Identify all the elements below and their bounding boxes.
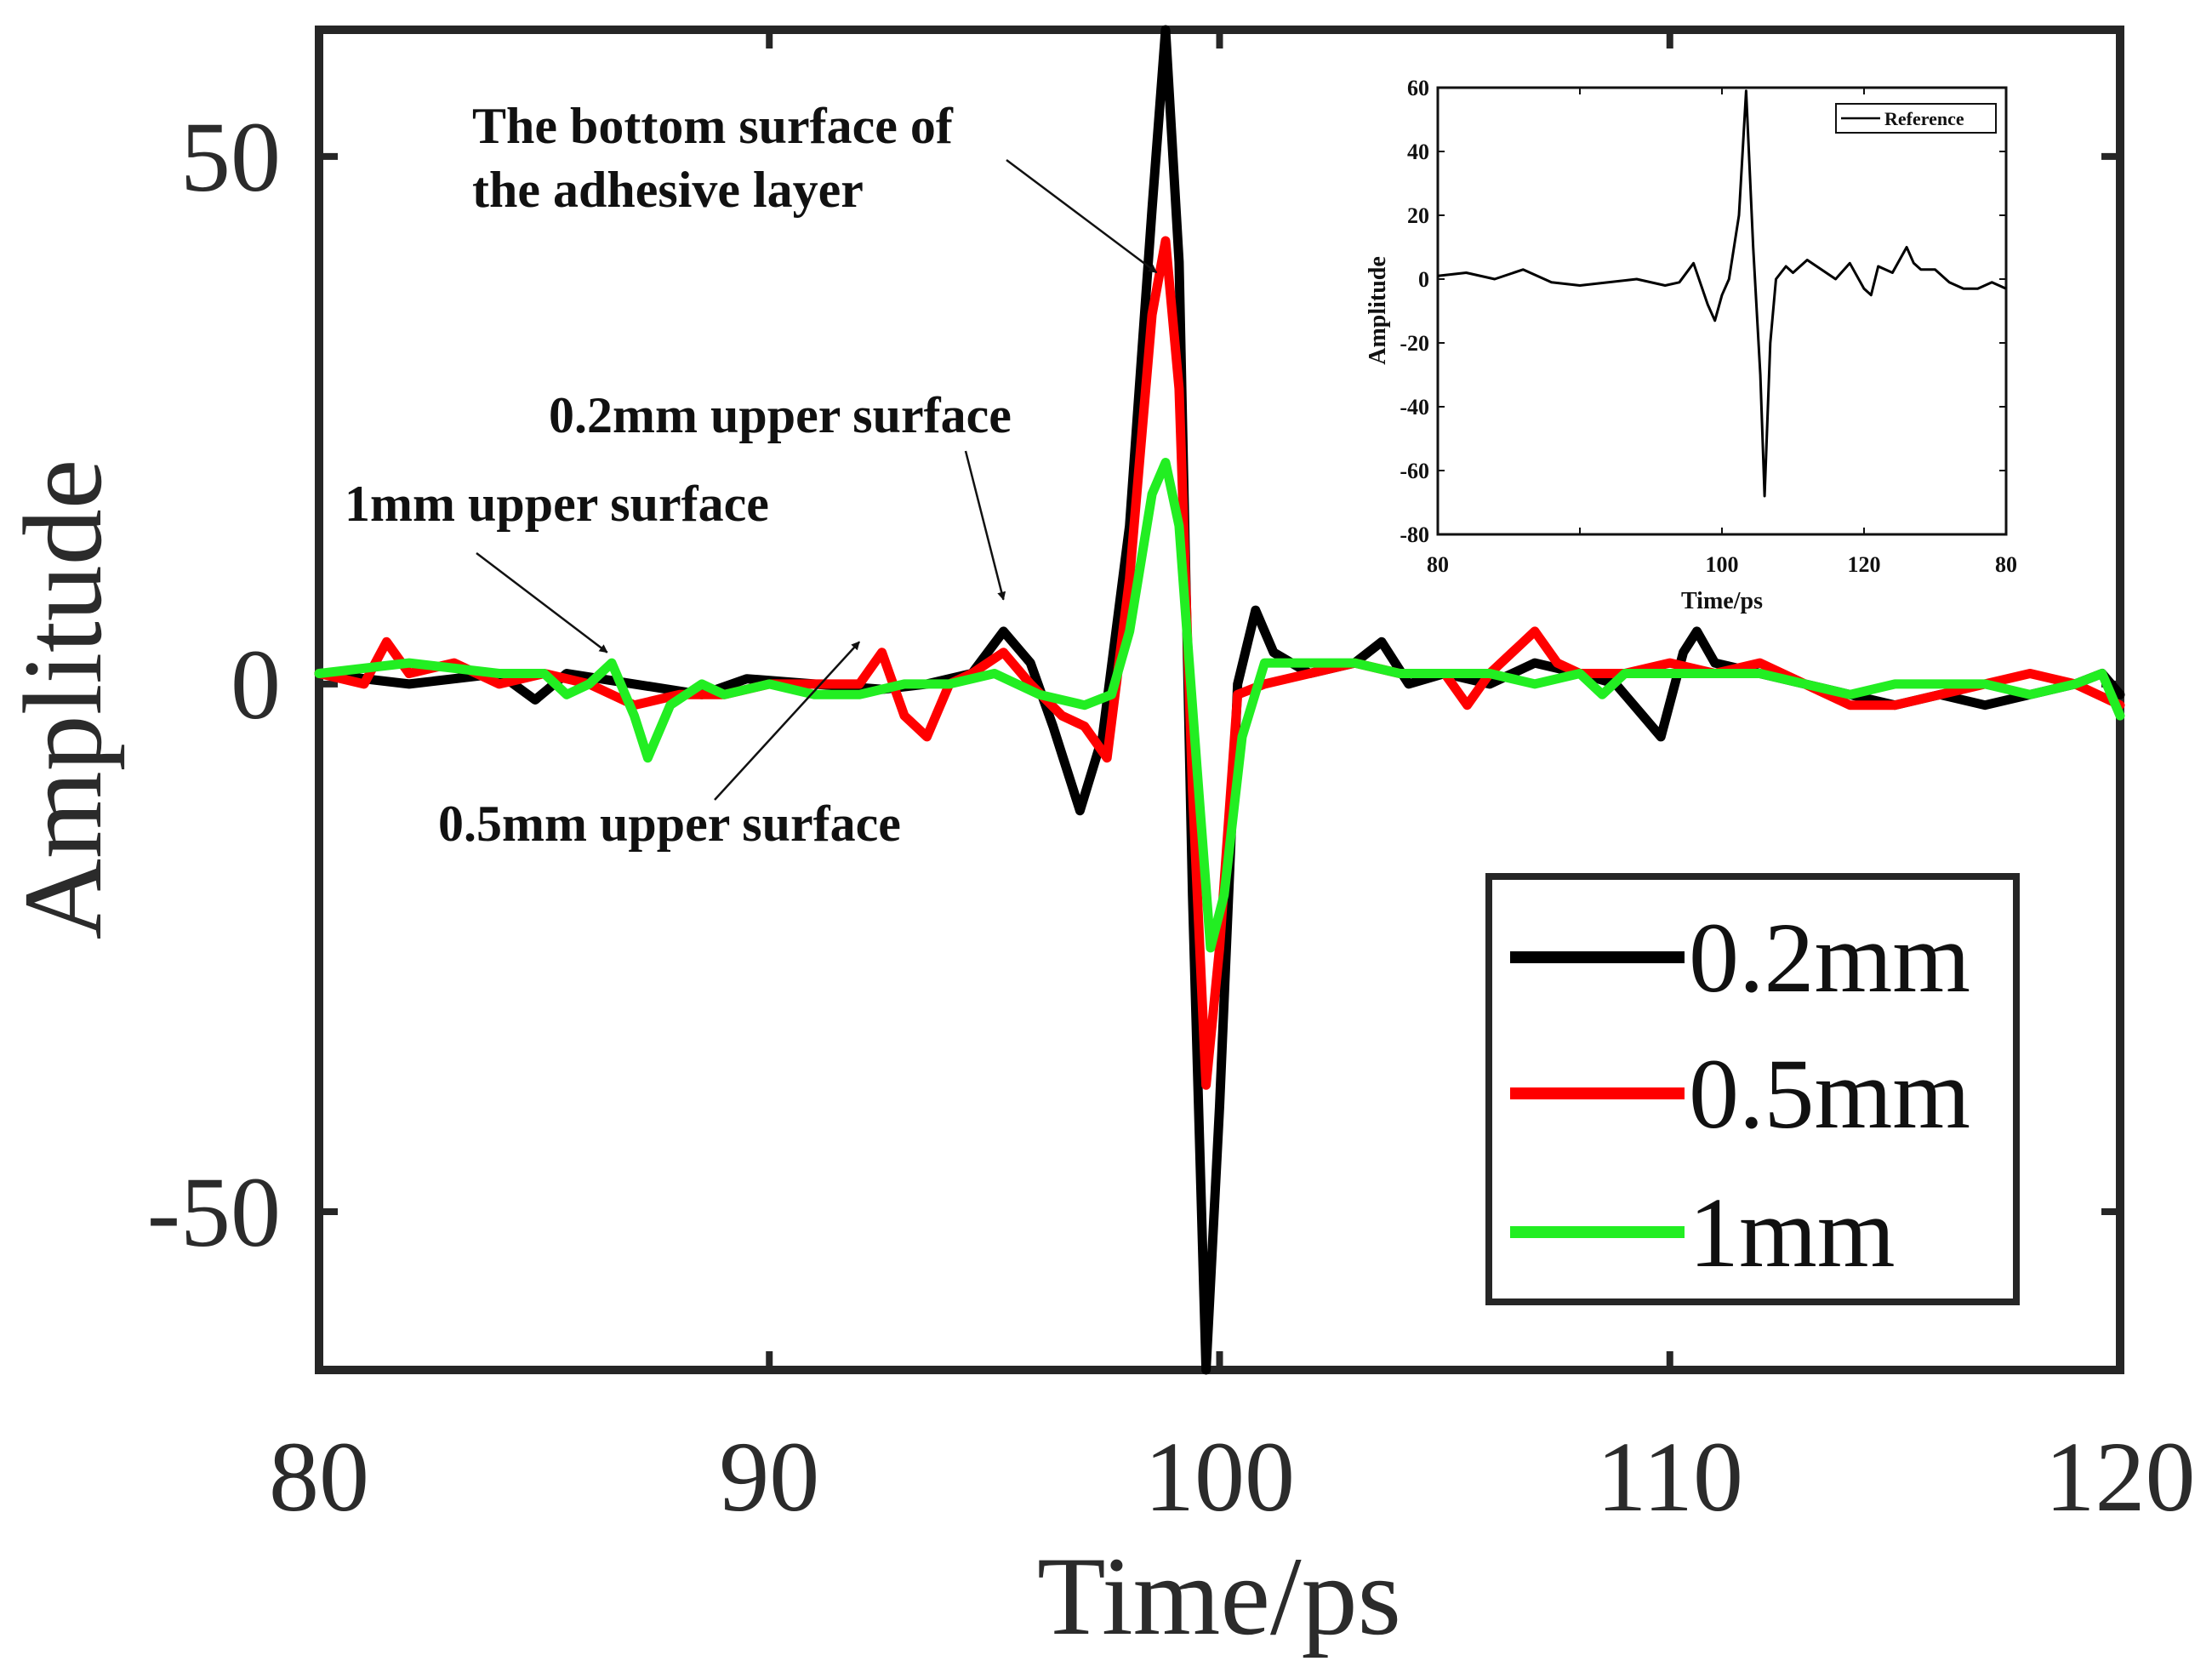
main-legend: 0.2mm 0.5mm 1mm bbox=[1485, 873, 2020, 1305]
inset-ytick-label: 60 bbox=[1407, 76, 1429, 100]
inset-ytick-label: -60 bbox=[1400, 459, 1429, 483]
legend-label-0.5mm: 0.5mm bbox=[1689, 1038, 1970, 1150]
legend-label-1mm: 1mm bbox=[1689, 1177, 1896, 1288]
main-annotations: The bottom surface of the adhesive layer 0… bbox=[345, 98, 1158, 852]
inset-legend: Reference bbox=[1835, 103, 1997, 134]
main-ytick-label: -50 bbox=[147, 1156, 281, 1268]
main-ticks: 80 90 100 110 120 50 0 -50 bbox=[147, 30, 2196, 1532]
inset-xtick-label: 80 bbox=[1995, 552, 2017, 577]
main-xtick-label: 110 bbox=[1596, 1421, 1743, 1532]
annotation-label: 0.5mm upper surface bbox=[438, 796, 901, 852]
inset-xtick-label: 80 bbox=[1427, 552, 1449, 577]
main-xtick-label: 80 bbox=[269, 1421, 369, 1532]
inset-ytick-label: 20 bbox=[1407, 203, 1429, 228]
inset-ytick-label: -80 bbox=[1400, 522, 1429, 547]
inset-series-line-Reference bbox=[1437, 89, 2007, 498]
annotation-label: 1mm upper surface bbox=[345, 476, 769, 532]
inset-plot-frame bbox=[1436, 86, 2008, 536]
inset-series bbox=[1437, 89, 2007, 498]
inset-xtick-label: 100 bbox=[1706, 552, 1739, 577]
inset-ylabel: Amplitude bbox=[1365, 256, 1391, 365]
inset-legend-label-reference: Reference bbox=[1884, 108, 1964, 129]
inset-ytick-label: -20 bbox=[1400, 331, 1429, 356]
annotation-arrow bbox=[476, 552, 608, 654]
inset-ytick-label: 0 bbox=[1418, 267, 1429, 292]
main-series bbox=[314, 25, 2125, 1375]
inset-xtick-label: 120 bbox=[1848, 552, 1881, 577]
inset-ticks: 80 100 120 80 60 40 20 0 -20 -40 -60 -80 bbox=[1400, 76, 2017, 577]
main-xlabel: Time/ps bbox=[1037, 1533, 1401, 1658]
main-ytick-label: 0 bbox=[231, 629, 281, 740]
annotation-label: 0.2mm upper surface bbox=[549, 387, 1012, 443]
annotation-arrow bbox=[1006, 158, 1158, 274]
main-xtick-label: 120 bbox=[2045, 1421, 2196, 1532]
main-xtick-label: 100 bbox=[1144, 1421, 1295, 1532]
legend-label-0.2mm: 0.2mm bbox=[1689, 902, 1970, 1013]
annotation-arrow bbox=[714, 641, 861, 801]
annotation-arrow bbox=[964, 450, 1006, 601]
inset-plot: 80 100 120 80 60 40 20 0 -20 -40 -60 -80 Time/ps Am… bbox=[1365, 76, 2017, 614]
main-xtick-label: 90 bbox=[719, 1421, 819, 1532]
main-ylabel: Amplitude bbox=[0, 459, 125, 940]
inset-xlabel: Time/ps bbox=[1681, 588, 1763, 614]
series-line-1mm bbox=[314, 458, 2125, 953]
inset-ytick-label: -40 bbox=[1400, 395, 1429, 420]
inset-ytick-label: 40 bbox=[1407, 140, 1429, 164]
main-ytick-label: 50 bbox=[180, 101, 281, 213]
annotation-label: The bottom surface of the adhesive layer bbox=[472, 98, 954, 218]
